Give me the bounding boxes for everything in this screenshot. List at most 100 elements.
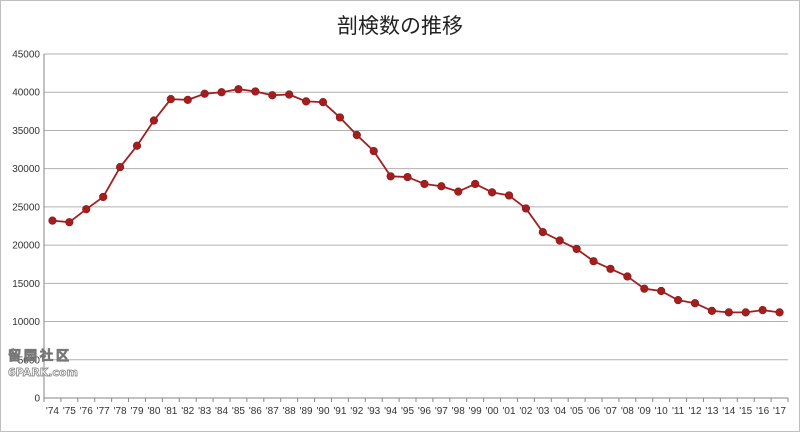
data-point: [48, 216, 57, 225]
data-point: [386, 172, 395, 181]
data-point: [487, 188, 497, 197]
y-tick-label: 45000: [12, 50, 40, 61]
y-tick-label: 0: [34, 394, 40, 405]
x-tick-label: '91: [333, 406, 346, 417]
data-point: [521, 204, 531, 213]
data-point: [741, 308, 750, 317]
data-point: [471, 179, 480, 189]
y-tick-label: 40000: [12, 88, 40, 99]
x-tick-label: '82: [181, 406, 194, 417]
data-point: [589, 257, 598, 266]
x-tick-label: '04: [553, 406, 566, 417]
x-tick-label: '97: [435, 406, 448, 417]
x-tick-label: '87: [266, 406, 279, 417]
data-point: [504, 191, 514, 200]
x-tick-label: '02: [519, 406, 532, 417]
data-point: [234, 85, 243, 94]
y-tick-label: 30000: [12, 164, 40, 175]
x-tick-label: '74: [46, 406, 59, 417]
data-point: [251, 87, 260, 96]
x-tick-label: '01: [502, 406, 515, 417]
x-tick-label: '76: [80, 406, 93, 417]
data-point: [673, 296, 683, 305]
x-tick-label: '16: [756, 406, 769, 417]
data-point: [132, 141, 142, 150]
x-tick-label: '15: [739, 406, 752, 417]
data-point: [707, 306, 717, 315]
x-tick-label: '85: [232, 406, 245, 417]
x-tick-label: '17: [773, 406, 786, 417]
data-point: [369, 146, 378, 156]
x-tick-label: '12: [688, 406, 701, 417]
x-tick-label: '96: [418, 406, 431, 417]
x-tick-label: '00: [486, 406, 499, 417]
x-tick-label: '13: [705, 406, 718, 417]
x-tick-label: '03: [536, 406, 549, 417]
data-point: [82, 205, 91, 214]
data-point: [555, 236, 564, 245]
x-tick-label: '06: [587, 406, 600, 417]
x-tick-label: '79: [130, 406, 143, 417]
x-tick-label: '80: [147, 406, 160, 417]
y-tick-label: 20000: [12, 241, 40, 252]
data-point: [183, 95, 192, 104]
data-point: [420, 179, 429, 189]
data-point: [690, 299, 700, 308]
x-tick-label: '89: [300, 406, 313, 417]
data-point: [166, 95, 175, 104]
data-point: [217, 88, 226, 97]
x-tick-label: '07: [604, 406, 617, 417]
data-point: [318, 98, 328, 107]
x-tick-label: '90: [316, 406, 329, 417]
x-tick-label: '81: [164, 406, 177, 417]
y-tick-label: 5000: [18, 355, 41, 366]
y-axis: 0 5000 10000 15000 20000 25000 30000 35000 40000…: [12, 50, 40, 405]
x-tick-label: '75: [63, 406, 76, 417]
data-point: [285, 90, 294, 99]
data-point: [403, 172, 412, 182]
data-point: [724, 308, 733, 317]
data-point: [268, 91, 277, 100]
x-tick-label: '14: [722, 406, 735, 417]
x-tick-label: '09: [638, 406, 651, 417]
data-point: [335, 113, 345, 122]
x-tick-label: '88: [283, 406, 296, 417]
data-point: [437, 182, 446, 191]
data-point: [538, 228, 547, 237]
watermark: 留园社区 6PARK.com: [8, 348, 79, 380]
watermark-line2: 6PARK.com: [8, 366, 78, 379]
data-point: [657, 286, 666, 296]
y-tick-label: 10000: [12, 317, 40, 328]
x-tick-label: '08: [621, 406, 634, 417]
x-tick-label: '11: [672, 406, 685, 417]
data-point: [623, 272, 632, 281]
x-tick-label: '95: [401, 406, 414, 417]
y-tick-label: 25000: [12, 202, 40, 213]
chart-title: 剖検数の推移: [337, 14, 463, 38]
x-tick-label: '94: [384, 406, 397, 417]
data-point: [606, 264, 615, 273]
data-point: [65, 218, 74, 227]
y-tick-label: 35000: [12, 126, 40, 137]
series-group: [48, 85, 784, 317]
watermark-line1: 留园社区: [8, 348, 72, 364]
data-point: [775, 308, 784, 317]
data-point: [115, 163, 125, 172]
data-point: [352, 130, 361, 140]
x-tick-label: '77: [97, 406, 110, 417]
series-line: [52, 88, 780, 314]
x-tick-label: '84: [215, 406, 228, 417]
data-point: [758, 305, 767, 315]
x-tick-label: '98: [452, 406, 465, 417]
x-tick-label: '10: [655, 406, 668, 417]
data-point: [572, 244, 581, 254]
x-tick-label: '93: [367, 406, 380, 417]
x-tick-label: '92: [350, 406, 363, 417]
data-point: [301, 97, 311, 106]
x-axis: '74 '75 '76 '77 '78'79 '80 '81 '82 '83 '84 '85 '86 '…: [43, 398, 789, 417]
x-tick-label: '99: [469, 406, 482, 417]
gridlines: [43, 53, 788, 399]
y-tick-label: 15000: [12, 279, 40, 290]
data-point: [454, 187, 463, 196]
